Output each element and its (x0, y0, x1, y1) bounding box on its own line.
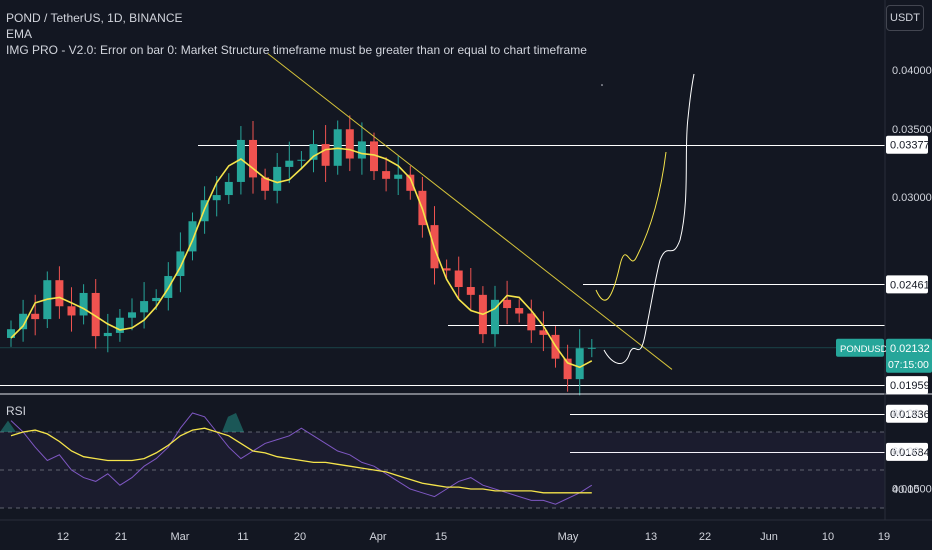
rsi-tick-label: 80.00 (892, 408, 920, 420)
rsi-legend[interactable]: RSI (6, 404, 27, 418)
candle-body (128, 312, 136, 318)
candle-body (563, 358, 572, 380)
rsi-overbought-fill (0, 420, 16, 432)
rsi-line (10, 412, 593, 505)
price-tick-label: 0.03000 (892, 192, 932, 204)
candle-body (394, 174, 403, 179)
candle-body (309, 144, 318, 160)
candle-body (176, 251, 185, 277)
level-price-tag[interactable] (886, 442, 928, 461)
candle-body (442, 268, 451, 271)
time-tick-label: May (558, 531, 579, 543)
time-tick-label: 13 (645, 531, 657, 543)
time-tick-label: 12 (57, 531, 69, 543)
candle-body (345, 129, 354, 159)
time-tick-label: 20 (294, 531, 306, 543)
candle-body (140, 301, 149, 313)
candle-body (55, 280, 64, 307)
time-tick-label: Jun (760, 531, 778, 543)
candle-body (91, 292, 100, 337)
time-tick-label: Mar (171, 531, 190, 543)
rsi-tick-label: 60.00 (892, 446, 920, 458)
price-pane (0, 53, 885, 453)
last-price-text: 0.02132 (890, 343, 930, 355)
symbol-tag-text: PONDUSDT (840, 344, 894, 355)
candle-body (382, 171, 391, 179)
candle-body (575, 348, 584, 380)
chart-legend: POND / TetherUS, 1D, BINANCE EMA IMG PRO… (6, 10, 587, 58)
rsi-ma-line (10, 427, 592, 494)
level-price-tag[interactable] (886, 135, 928, 154)
candle-body (261, 177, 270, 191)
candle-body (79, 292, 88, 316)
price-tick-label-partial: 0.01500 (892, 483, 932, 495)
level-price-tag[interactable] (886, 275, 928, 294)
countdown-text: 07:15:00 (888, 359, 929, 371)
time-tick-label: Apr (369, 531, 386, 543)
candle-body (224, 181, 233, 196)
candle-body (515, 308, 524, 314)
candle-body (454, 270, 463, 288)
symbol-title[interactable]: POND / TetherUS, 1D, BINANCE (6, 11, 183, 25)
candle-body (188, 221, 197, 252)
ema-line (10, 147, 593, 369)
candle-body (273, 166, 282, 191)
projection-curve-white[interactable] (603, 73, 695, 364)
symbol-tag[interactable] (836, 338, 884, 357)
time-tick-label: 11 (237, 531, 248, 543)
candle-body (31, 313, 40, 320)
candle-body (67, 306, 76, 316)
candle-body (249, 139, 257, 178)
annotation-dot (601, 84, 603, 86)
level-price-tag[interactable] (886, 376, 928, 395)
price-tick-label: 0.04000 (892, 65, 932, 77)
level-price-text: 0.01836 (890, 409, 930, 421)
projection-curve-yellow[interactable] (595, 151, 667, 301)
level-price-tag[interactable] (886, 404, 928, 423)
rsi-tick-label: 40.00 (892, 484, 920, 496)
candle-body (503, 299, 512, 309)
candle-body (152, 297, 161, 302)
candle-body (285, 160, 294, 167)
level-price-text: 0.03377 (890, 140, 930, 152)
candle-body (466, 287, 475, 295)
candle-body (115, 317, 124, 333)
candle-body (527, 313, 536, 331)
candle-body (19, 313, 28, 330)
candle-body (212, 195, 221, 201)
candle-body (357, 141, 366, 159)
time-tick-label: 10 (822, 531, 834, 543)
candle-body (587, 347, 596, 349)
candle-body (539, 330, 548, 335)
currency-button[interactable]: USDT (886, 5, 924, 31)
candle-body (491, 299, 499, 335)
time-tick-label: 21 (115, 531, 127, 543)
time-tick-label: 19 (878, 531, 890, 543)
candle-body (370, 141, 378, 172)
trendline[interactable] (267, 53, 673, 370)
ema-legend[interactable]: EMA (6, 27, 33, 41)
candle-body (7, 329, 15, 338)
candle-body (321, 144, 330, 166)
candle-body (406, 174, 415, 191)
price-tick-label: 0.03500 (892, 124, 932, 136)
rsi-overbought-fill (222, 413, 244, 432)
last-price-tag[interactable] (886, 338, 932, 373)
indicator-error[interactable]: IMG PRO - V2.0: Error on bar 0: Market S… (6, 43, 587, 57)
candle-body (297, 159, 306, 161)
rsi-pane (0, 412, 885, 509)
time-tick-label: 22 (699, 531, 711, 543)
candle-body (236, 139, 245, 182)
level-price-text: 0.02461 (890, 279, 930, 291)
level-price-text: 0.01959 (890, 380, 930, 392)
level-price-text: 0.01684 (890, 447, 930, 459)
candle-body (103, 332, 112, 337)
time-tick-label: 15 (435, 531, 447, 543)
